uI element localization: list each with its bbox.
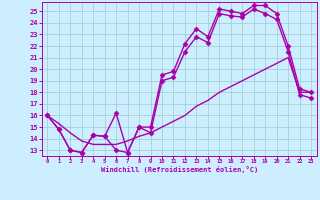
X-axis label: Windchill (Refroidissement éolien,°C): Windchill (Refroidissement éolien,°C) <box>100 166 258 173</box>
